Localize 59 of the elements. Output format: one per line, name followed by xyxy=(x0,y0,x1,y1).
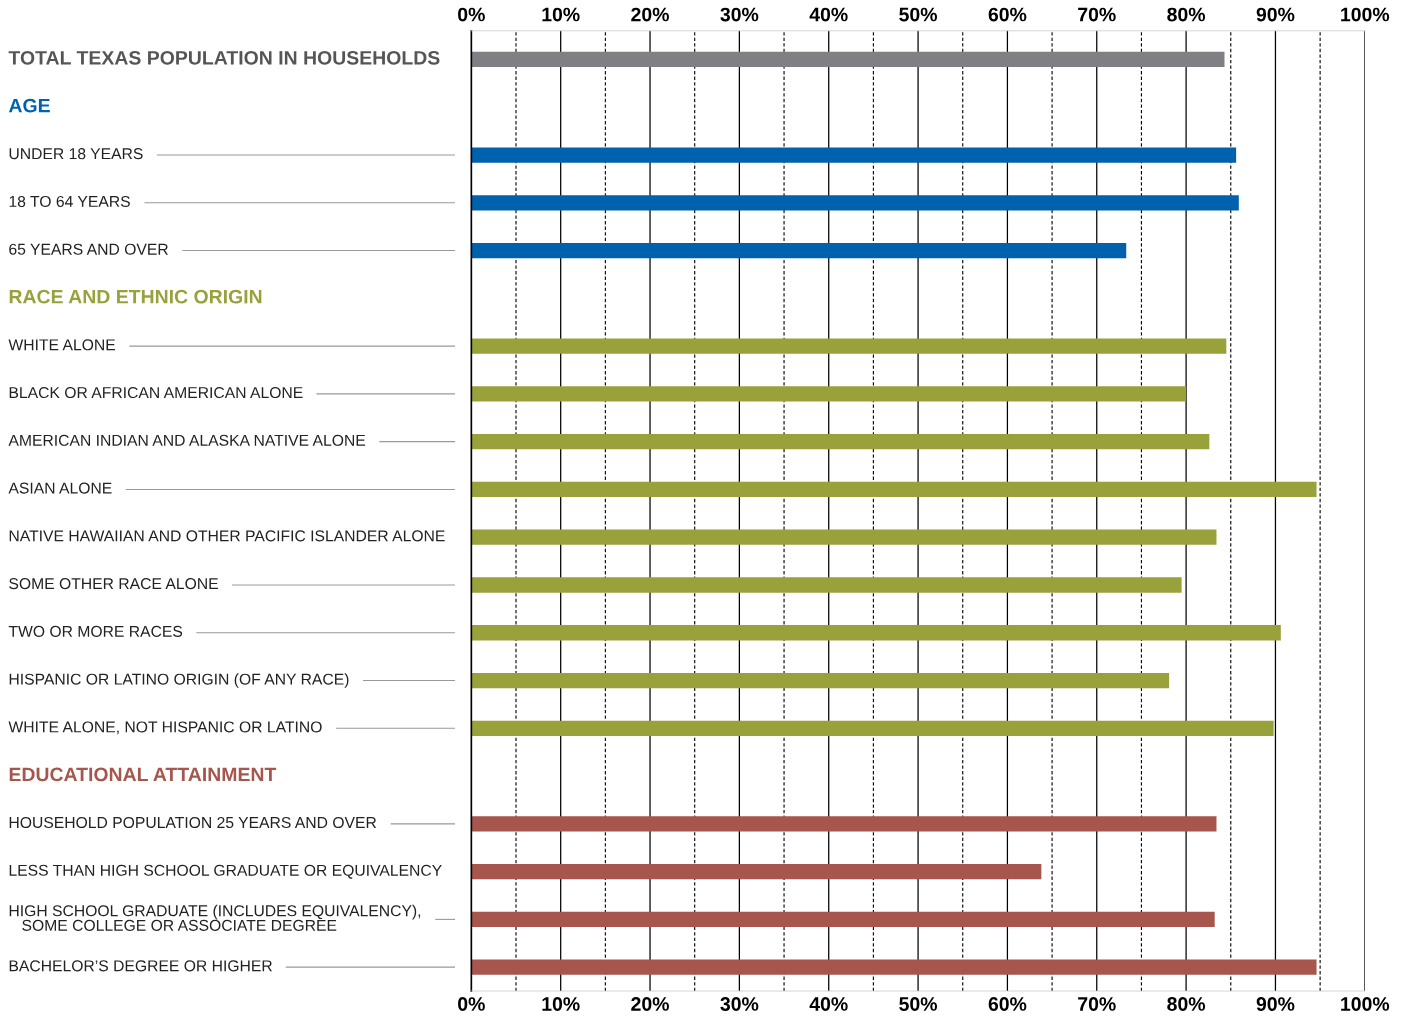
bar xyxy=(471,672,1170,689)
bar xyxy=(471,863,1042,880)
text: 50% xyxy=(899,7,938,22)
bar xyxy=(471,242,1127,259)
text: 60% xyxy=(988,7,1027,22)
y-tick-label: AMERICAN INDIAN AND ALASKA NATIVE ALONE xyxy=(8,434,366,446)
text: 80% xyxy=(1167,7,1206,22)
x-tick-label: 10% xyxy=(542,997,580,1011)
bar xyxy=(471,529,1217,545)
x-tick-label: 20% xyxy=(631,997,669,1011)
y-tick-label: SOME OTHER RACE ALONE xyxy=(9,578,218,590)
bar xyxy=(471,720,1274,736)
bar xyxy=(471,911,1215,928)
y-tick-label: LESS THAN HIGH SCHOOL GRADUATE OR EQUIVALENCY xyxy=(9,864,442,879)
y-tick-label: HIGH SCHOOL GRADUATE (INCLUDES EQUIVALENCY), SOME COLLEGE OR ASSOCIATE DEGREE xyxy=(9,904,421,931)
bar xyxy=(471,816,1217,832)
x-tick-label: 70% xyxy=(1078,997,1116,1011)
y-tick-label: TWO OR MORE RACES xyxy=(8,625,183,637)
bar xyxy=(471,577,1182,593)
text: 70% xyxy=(1078,7,1116,22)
bar xyxy=(471,481,1317,498)
bar xyxy=(471,625,1281,641)
x-tick-label: 40% xyxy=(809,997,848,1011)
y-tick-label: UNDER 18 YEARS xyxy=(9,148,143,160)
x-tick-label: 90% xyxy=(1256,997,1295,1011)
bar xyxy=(471,195,1239,211)
y-tick-label: AGE xyxy=(8,98,50,113)
y-tick-label: 65 YEARS AND OVER xyxy=(9,243,168,255)
text: 0% xyxy=(458,7,485,22)
y-tick-label: BLACK OR AFRICAN AMERICAN ALONE xyxy=(9,386,303,399)
y-tick-label: WHITE ALONE, NOT HISPANIC OR LATINO xyxy=(8,721,322,735)
bar xyxy=(471,959,1317,975)
y-tick-label: HOUSEHOLD POPULATION 25 YEARS AND OVER xyxy=(9,816,377,829)
y-tick-label: WHITE ALONE xyxy=(8,339,116,351)
bar xyxy=(471,434,1210,450)
x-tick-label: 60% xyxy=(988,997,1027,1011)
y-tick-label: BACHELOR’S DEGREE OR HIGHER xyxy=(9,960,272,972)
x-tick-label: 30% xyxy=(720,997,759,1011)
x-tick-label: 80% xyxy=(1167,997,1206,1011)
y-tick-label: RACE AND ETHNIC ORIGIN xyxy=(9,289,262,304)
y-tick-label: 18 TO 64 YEARS xyxy=(9,195,130,208)
x-tick-label: 50% xyxy=(899,997,938,1011)
bar xyxy=(471,338,1227,354)
text: 40% xyxy=(809,7,848,22)
bar xyxy=(471,147,1237,163)
text: 20% xyxy=(631,7,669,22)
y-tick-label: ASIAN ALONE xyxy=(8,482,112,494)
text: 30% xyxy=(720,7,759,22)
y-tick-label: EDUCATIONAL ATTAINMENT xyxy=(9,767,277,782)
x-tick-label: 100% xyxy=(1341,997,1390,1011)
bar xyxy=(471,386,1187,402)
bar xyxy=(471,51,1225,68)
y-tick-label: TOTAL TEXAS POPULATION IN HOUSEHOLDS xyxy=(8,50,440,65)
y-tick-label: HISPANIC OR LATINO ORIGIN (OF ANY RACE) xyxy=(9,673,349,688)
text: 90% xyxy=(1256,7,1295,22)
text: 100% xyxy=(1341,7,1390,22)
x-tick-label: 0% xyxy=(458,997,485,1011)
y-tick-label: NATIVE HAWAIIAN AND OTHER PACIFIC ISLANDER ALONE xyxy=(9,530,445,542)
text: 10% xyxy=(542,7,580,22)
